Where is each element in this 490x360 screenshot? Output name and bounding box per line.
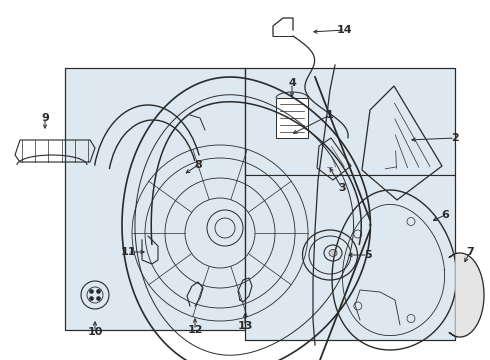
Text: 10: 10 (87, 327, 103, 337)
Text: 6: 6 (441, 210, 449, 220)
Circle shape (90, 289, 94, 293)
Text: 12: 12 (187, 325, 203, 335)
FancyBboxPatch shape (245, 68, 455, 175)
Text: 7: 7 (466, 247, 474, 257)
Text: 8: 8 (194, 160, 202, 170)
Ellipse shape (329, 249, 337, 257)
Polygon shape (449, 253, 484, 337)
Circle shape (90, 297, 94, 301)
Text: 13: 13 (237, 321, 253, 331)
Text: 11: 11 (120, 247, 136, 257)
Text: 2: 2 (451, 133, 459, 143)
Text: 1: 1 (326, 110, 334, 120)
Bar (276, 98, 308, 138)
Text: 5: 5 (364, 250, 372, 260)
Text: 14: 14 (337, 25, 353, 35)
FancyBboxPatch shape (65, 68, 245, 330)
Text: 9: 9 (41, 113, 49, 123)
Text: 3: 3 (338, 183, 346, 193)
FancyBboxPatch shape (245, 175, 455, 340)
Circle shape (97, 289, 100, 293)
Text: 4: 4 (288, 78, 296, 88)
Circle shape (97, 297, 100, 301)
